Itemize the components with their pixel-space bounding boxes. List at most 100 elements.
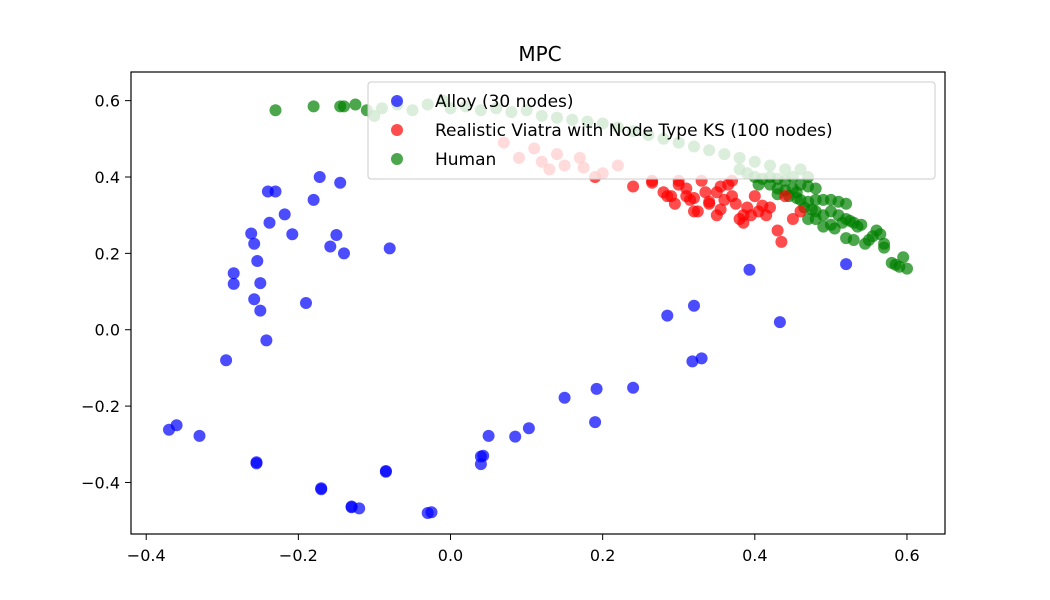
legend-box [367,81,936,180]
data-point [786,213,799,225]
data-point [688,192,700,204]
data-point [729,197,742,210]
data-point [874,228,887,241]
legend-label: Realistic Viatra with Node Type KS (100 … [435,121,833,141]
data-point [764,201,776,214]
legend-label: Human [435,150,496,170]
series-2 [163,171,853,519]
data-point [773,316,786,329]
data-point [686,355,699,368]
data-point [661,309,674,322]
legend-label: Alloy (30 nodes) [435,92,574,112]
data-point [855,218,868,231]
x-tick-label: 0.2 [590,546,615,565]
data-point [250,456,263,469]
data-point [590,382,603,395]
data-point [300,297,312,309]
data-point [522,422,535,435]
data-point [315,482,328,495]
legend-entry: Human [391,150,496,170]
data-point [245,227,258,240]
data-point [714,180,727,193]
data-point [714,203,727,216]
data-point [324,240,337,253]
data-point [668,197,681,210]
data-point [897,251,910,264]
data-point [482,429,495,442]
data-point [334,176,347,189]
data-point [220,354,233,367]
data-point [379,465,392,477]
y-axis: −0.4 −0.2 0.0 0.2 0.4 0.6 [81,92,131,492]
y-tick-label: 0.0 [95,321,120,340]
y-tick-label: −0.2 [81,397,120,416]
data-point [743,263,756,276]
y-tick-label: −0.4 [81,473,120,492]
data-point [790,186,803,199]
legend-marker [391,95,403,107]
data-point [509,430,522,443]
data-point [254,304,267,317]
legend: Alloy (30 nodes) Realistic Viatra with No… [367,81,936,180]
data-point [589,416,602,429]
data-point [170,419,183,432]
y-tick-label: 0.2 [95,244,120,263]
chart-title: MPC [518,42,561,66]
data-point [691,205,704,218]
data-point [847,234,860,246]
data-point [269,185,282,198]
data-point [840,197,853,210]
data-point [254,277,267,290]
legend-entries: Alloy (30 nodes) Realistic Viatra with No… [391,92,833,170]
data-point [775,235,788,248]
plot-frame [130,71,946,535]
data-point [260,334,273,347]
data-point [330,229,343,241]
data-point [338,100,350,113]
data-point [338,247,350,260]
data-point [251,255,264,267]
x-axis: −0.4 −0.2 0.0 0.2 0.4 0.6 [127,534,920,565]
data-point [748,190,761,203]
x-tick-label: 0.4 [742,546,767,565]
data-point [627,180,640,193]
data-point [771,224,784,237]
data-point [779,190,792,203]
data-point [737,216,750,229]
data-point [227,267,240,280]
data-point [878,237,891,250]
data-point [307,193,320,206]
x-tick-label: −0.2 [279,546,318,565]
data-point [263,216,276,229]
data-point [353,502,366,515]
legend-entry: Alloy (30 nodes) [391,92,574,112]
data-point [794,205,807,218]
legend-entry: Realistic Viatra with Node Type KS (100 … [391,121,833,141]
data-point [349,98,362,111]
y-tick-label: 0.4 [95,168,120,187]
data-point [809,182,822,195]
y-tick-label: 0.6 [95,92,120,111]
data-point [248,237,261,250]
data-point [278,208,291,221]
data-point [695,352,708,365]
data-point [313,171,326,183]
data-point [477,449,490,462]
data-point [383,242,396,255]
data-point [193,429,206,442]
data-point [809,213,822,225]
data-point [901,262,913,275]
data-point [703,197,716,210]
data-point [269,104,282,117]
data-point [248,293,261,306]
data-point [307,100,320,113]
legend-marker [391,124,403,136]
legend-marker [391,153,403,165]
x-tick-label: 0.6 [894,546,919,565]
x-tick-label: 0.0 [438,546,463,565]
data-point [425,506,438,519]
data-point [840,258,853,271]
data-point [227,277,240,290]
data-point [286,228,299,241]
